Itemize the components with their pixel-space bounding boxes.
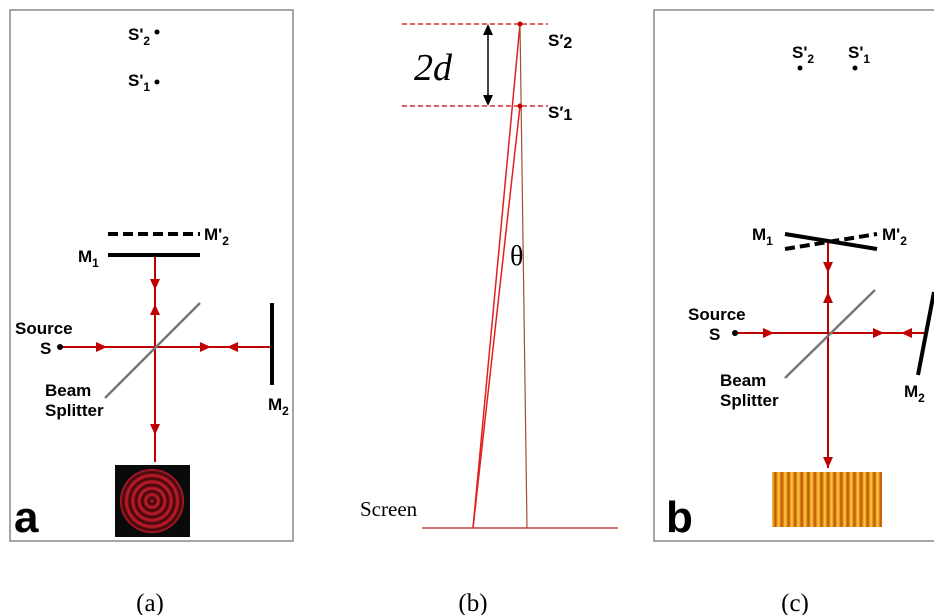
beam-splitter bbox=[105, 303, 200, 398]
image-point-label: S'2 bbox=[792, 43, 814, 66]
label-part: 1 bbox=[143, 80, 150, 94]
arrow bbox=[873, 328, 884, 338]
splitter-label: Beam bbox=[45, 381, 91, 400]
page: { "panel_a": { "tag": "a", "image_point_… bbox=[0, 0, 934, 615]
arrow bbox=[96, 342, 107, 352]
ray bbox=[473, 24, 520, 528]
image-point-label: S'1 bbox=[128, 71, 150, 94]
label-part: 1 bbox=[92, 256, 99, 270]
label-part: 2 bbox=[563, 35, 572, 52]
label-part: 2 bbox=[918, 391, 925, 405]
panel-tag: b bbox=[666, 493, 693, 542]
mirror-label: M'2 bbox=[882, 225, 907, 248]
caption: (b) bbox=[458, 590, 487, 615]
arrow bbox=[150, 304, 160, 315]
mirror-label: M2 bbox=[268, 395, 289, 418]
source-point bbox=[732, 330, 738, 336]
label-part: 2 bbox=[222, 234, 229, 248]
label-part: 2 bbox=[807, 52, 814, 66]
label-part: S' bbox=[128, 71, 143, 90]
label-part: S′ bbox=[548, 103, 563, 122]
image-point bbox=[518, 104, 523, 109]
source-label: Source bbox=[688, 305, 746, 324]
arrow bbox=[901, 328, 912, 338]
label-part: 2 bbox=[282, 404, 289, 418]
panel-frame bbox=[654, 10, 934, 541]
panel-tag: a bbox=[14, 493, 39, 542]
label-part: M bbox=[904, 382, 918, 401]
source-label: S bbox=[40, 339, 51, 358]
image-point bbox=[853, 66, 858, 71]
label-part: M' bbox=[882, 225, 900, 244]
arrow bbox=[763, 328, 774, 338]
arrow bbox=[150, 279, 160, 290]
splitter-label: Splitter bbox=[45, 401, 104, 420]
splitter-label: Splitter bbox=[720, 391, 779, 410]
angle-label: θ bbox=[510, 241, 523, 272]
arrow bbox=[227, 342, 238, 352]
arrow bbox=[150, 424, 160, 435]
label-part: 1 bbox=[863, 52, 870, 66]
mirror-label: M1 bbox=[752, 225, 773, 248]
splitter-label: Beam bbox=[720, 371, 766, 390]
ring-pattern bbox=[120, 469, 184, 533]
source-label: Source bbox=[15, 319, 73, 338]
caption: (a) bbox=[136, 590, 164, 615]
label-part: 2 bbox=[900, 234, 907, 248]
mirror-label: M'2 bbox=[204, 225, 229, 248]
arrow bbox=[483, 24, 493, 35]
label-part: S′ bbox=[548, 31, 563, 50]
label-part: M bbox=[268, 395, 282, 414]
label-part: 2 bbox=[143, 34, 150, 48]
arrow bbox=[200, 342, 211, 352]
label-part: 1 bbox=[766, 234, 773, 248]
image-point-label: S′1 bbox=[548, 103, 572, 124]
ray bbox=[520, 24, 527, 528]
label-part: S' bbox=[128, 25, 143, 44]
label-part: 1 bbox=[563, 107, 572, 124]
image-point-label: S'1 bbox=[848, 43, 870, 66]
figure: S'2 S'1 M'2 M1 M2 Source S Beam Splitter… bbox=[0, 0, 934, 615]
mirror-label: M2 bbox=[904, 382, 925, 405]
label-part: S' bbox=[848, 43, 863, 62]
arrow bbox=[823, 262, 833, 273]
fringe-pattern bbox=[772, 472, 882, 527]
source-point bbox=[57, 344, 63, 350]
image-point bbox=[155, 80, 160, 85]
image-point-label: S′2 bbox=[548, 31, 572, 52]
label-part: M bbox=[752, 225, 766, 244]
panel-frame bbox=[10, 10, 293, 541]
label-part: M bbox=[78, 247, 92, 266]
arrow bbox=[483, 95, 493, 106]
image-point bbox=[798, 66, 803, 71]
label-part: M' bbox=[204, 225, 222, 244]
separation-label: 2d bbox=[414, 47, 453, 89]
label-part: S' bbox=[792, 43, 807, 62]
mirror-label: M1 bbox=[78, 247, 99, 270]
arrow bbox=[823, 457, 833, 468]
ray bbox=[473, 106, 520, 528]
image-point bbox=[518, 22, 523, 27]
screen-label: Screen bbox=[360, 497, 418, 521]
image-point-label: S'2 bbox=[128, 25, 150, 48]
image-point bbox=[155, 30, 160, 35]
arrow bbox=[823, 292, 833, 303]
source-label: S bbox=[709, 325, 720, 344]
caption: (c) bbox=[781, 590, 809, 615]
